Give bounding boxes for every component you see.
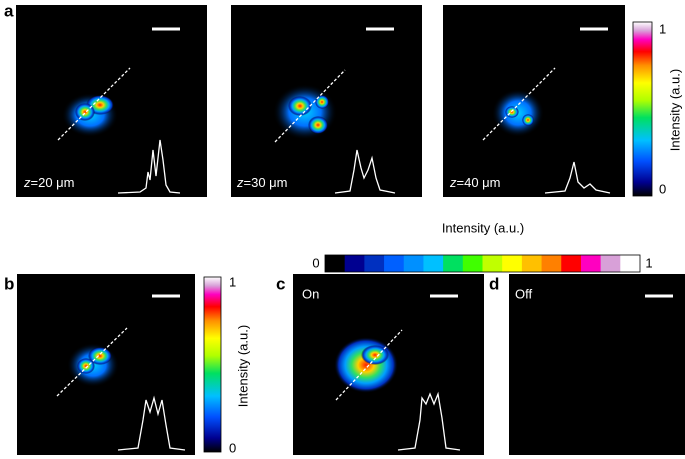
- caption-var: z: [23, 175, 31, 190]
- colorbar-title: Intensity (a.u.): [235, 325, 250, 407]
- colorbar-segment: [325, 255, 346, 272]
- colorbar-segment: [600, 255, 621, 272]
- caption-var: z: [449, 175, 457, 190]
- panel-label: b: [4, 274, 14, 293]
- caption-text: =30 μm: [244, 175, 288, 190]
- colorbar-segment: [482, 255, 503, 272]
- caption: z=30 μm: [236, 175, 287, 190]
- colorbar-segment: [423, 255, 444, 272]
- colorbar-segment: [620, 255, 641, 272]
- caption: z=20 μm: [23, 175, 74, 190]
- colorbar-min: 0: [312, 255, 319, 270]
- image: [17, 274, 195, 455]
- colorbar-title: Intensity (a.u.): [442, 220, 524, 235]
- colorbar: 1 0 Intensity (a.u.): [632, 21, 682, 196]
- condition-tag: On: [302, 286, 319, 301]
- colorbar-segment: [561, 255, 582, 272]
- colorbar: Intensity (a.u.) 0 1: [312, 220, 653, 273]
- colorbar-segment: [384, 255, 405, 272]
- condition-tag: Off: [515, 286, 532, 301]
- colorbar-title: Intensity (a.u.): [667, 69, 682, 151]
- panel-label: d: [489, 274, 499, 293]
- colorbar: 1 0 Intensity (a.u.): [203, 274, 250, 455]
- colorbar-segment: [364, 255, 385, 272]
- caption-text: =40 μm: [457, 175, 501, 190]
- colorbar-segment: [521, 255, 543, 272]
- colorbar-segment: [443, 255, 464, 272]
- caption-var: z: [236, 175, 244, 190]
- colorbar-segment: [502, 255, 523, 272]
- colorbar-segment: [541, 255, 562, 272]
- image: z=30 μm: [231, 5, 422, 197]
- colorbar-segment: [344, 255, 365, 272]
- panel-label: a: [4, 1, 14, 20]
- colorbar-max: 1: [645, 255, 652, 270]
- image: On: [293, 274, 484, 455]
- panel-label: c: [276, 274, 285, 293]
- colorbar-max: 1: [229, 274, 236, 289]
- colorbar-segment: [403, 255, 424, 272]
- image: z=40 μm: [443, 5, 625, 197]
- colorbar-segment: [462, 255, 483, 272]
- caption-text: =20 μm: [31, 175, 75, 190]
- colorbar-segment: [580, 255, 602, 272]
- image: z=20 μm: [16, 5, 207, 197]
- image: Off: [509, 274, 685, 455]
- colorbar-min: 0: [229, 440, 236, 455]
- caption: z=40 μm: [449, 175, 500, 190]
- colorbar-max: 1: [659, 21, 666, 36]
- colorbar-frame: [324, 254, 641, 273]
- colorbar-min: 0: [659, 181, 666, 196]
